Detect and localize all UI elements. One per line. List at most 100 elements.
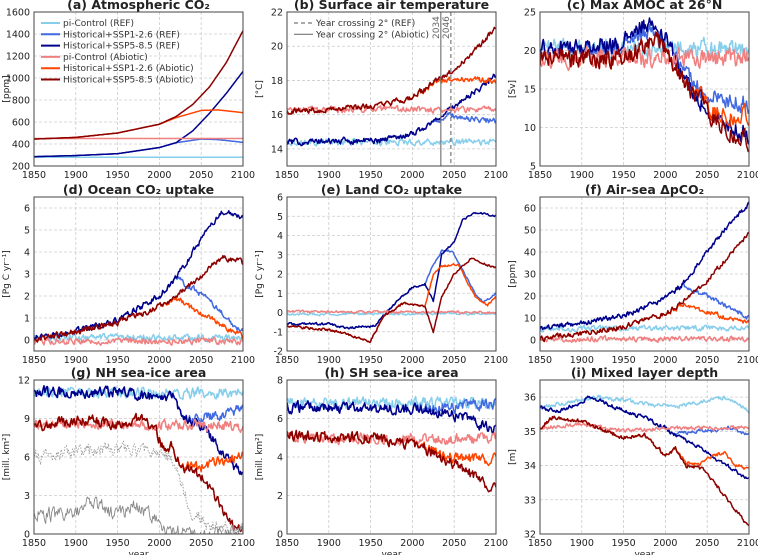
x-tick-label: 2100 <box>737 538 758 549</box>
x-tick-label: 2050 <box>695 538 719 549</box>
series-line-historical-ssp5-8-5-abiotic- <box>540 31 749 153</box>
y-tick-label: 32 <box>524 530 536 541</box>
panel-title: (f) Air-sea ΔpCO₂ <box>585 182 704 197</box>
y-tick-label: 18 <box>271 76 283 87</box>
series-group <box>34 210 243 346</box>
y-axis-label: [mill. km²] <box>2 434 12 481</box>
series-line-historical-ssp5-8-5-ref- <box>287 73 496 147</box>
x-tick-label: 1900 <box>570 170 594 181</box>
series-group <box>34 30 243 158</box>
x-tick-label: 2100 <box>231 170 255 181</box>
panel-title: (d) Ocean CO₂ uptake <box>63 182 214 197</box>
y-tick-label: 40 <box>524 248 536 259</box>
y-tick-label: 3 <box>24 491 30 502</box>
x-tick-label: 2000 <box>400 170 424 181</box>
y-tick-label: 4 <box>277 231 283 242</box>
y-tick-label: 4 <box>24 248 30 259</box>
panel-title: (a) Atmospheric CO₂ <box>67 0 210 12</box>
series-line-historical-ssp5-8-5-ref- <box>34 70 243 158</box>
series-line-historical-ssp5-8-5-abiotic- <box>540 231 749 343</box>
series-line-historical-ssp1-2-6-ref- <box>540 24 749 115</box>
legend: pi-Control (REF)Historical+SSP1-2.6 (REF… <box>41 19 194 86</box>
y-tick-label: 0 <box>24 530 30 541</box>
y-tick-label: 14 <box>271 144 283 155</box>
y-tick-label: 20 <box>524 292 536 303</box>
x-tick-label: 1850 <box>22 170 46 181</box>
y-tick-label: 1400 <box>6 30 30 41</box>
panel-f: 1850 1900 1950 2000 2050 2100 0 10 20 30 40 50 60 (f)… <box>508 182 758 366</box>
y-tick-label: 6 <box>24 453 30 464</box>
legend: Year crossing 2° (REF)Year crossing 2° (… <box>294 19 429 40</box>
panel-title: (c) Max AMOC at 26°N <box>567 0 723 12</box>
x-tick-label: 1850 <box>22 538 46 549</box>
x-tick-label: 2050 <box>189 538 213 549</box>
series-line-historical-ssp5-8-5-abiotic- <box>540 415 749 527</box>
panel-i: 1850 1900 1950 2000 2050 2100 32 33 34 35 36 (i) Mi… <box>508 365 758 555</box>
x-tick-label: 1950 <box>612 538 636 549</box>
y-tick-label: 200 <box>12 162 30 173</box>
y-tick-label: 15 <box>524 85 536 96</box>
panel-c: 1850 1900 1950 2000 2050 2100 5 10 15 20 25 (c) Max… <box>508 0 758 181</box>
y-tick-label: 3 <box>277 250 283 261</box>
y-tick-label: 6 <box>277 414 283 425</box>
x-tick-label: 2000 <box>653 355 677 366</box>
y-tick-label: 30 <box>524 270 536 281</box>
y-tick-label: 5 <box>24 226 30 237</box>
series-line-pi-control-abiotic- <box>540 422 749 433</box>
series-line-historical-ssp1-2-6-ref- <box>34 275 243 341</box>
series-line-pi-control-abiotic- <box>287 309 496 315</box>
x-tick-label: 2000 <box>147 170 171 181</box>
y-tick-label: 50 <box>524 226 536 237</box>
y-tick-label: 0 <box>530 336 536 347</box>
series-group <box>540 394 749 527</box>
x-tick-label: 2100 <box>484 170 508 181</box>
x-tick-label: 1850 <box>528 538 552 549</box>
x-tick-label: 1850 <box>275 355 299 366</box>
series-line-pi-control-abiotic- <box>34 336 243 346</box>
series-group <box>540 17 749 153</box>
x-tick-label: 1850 <box>22 355 46 366</box>
x-tick-label: 1900 <box>317 355 341 366</box>
x-tick-label: 2100 <box>484 355 508 366</box>
y-tick-label: 3 <box>24 270 30 281</box>
panel-d: 1850 1900 1950 2000 2050 2100 0 1 2 3 4 5 6 (d) Ocean… <box>2 182 255 366</box>
vline-label: 2034 <box>432 16 442 39</box>
y-tick-label: 6 <box>24 204 30 215</box>
legend-entry: Historical+SSP5-8.5 (Abiotic) <box>63 76 194 86</box>
y-tick-label: 1600 <box>6 8 30 19</box>
series-line-historical-ssp5-8-5-ref- <box>287 399 496 436</box>
x-tick-label: 2050 <box>442 538 466 549</box>
panel-title: (e) Land CO₂ uptake <box>321 182 462 197</box>
x-tick-label: 1950 <box>359 355 383 366</box>
x-tick-label: 2050 <box>189 355 213 366</box>
y-tick-label: 9 <box>24 414 30 425</box>
y-tick-label: 600 <box>12 118 30 129</box>
y-tick-label: 20 <box>271 42 283 53</box>
series-line-historical-ssp1-2-6-ref- <box>34 138 243 158</box>
series-line-historical-ssp5-8-5-ref- <box>540 201 749 331</box>
x-tick-label: 1900 <box>570 538 594 549</box>
panel-g: 1850 1900 1950 2000 2050 2100 0 3 6 9 12 (g) NH sea… <box>2 365 255 555</box>
axes-frame <box>286 11 497 167</box>
y-tick-label: 10 <box>524 123 536 134</box>
panel-h: 1850 1900 1950 2000 2050 2100 0 2 4 6 8 (h) SH sea-… <box>255 365 508 555</box>
series-group <box>540 201 749 344</box>
x-axis-label: year <box>381 550 401 555</box>
panel-title: (i) Mixed layer depth <box>571 365 718 380</box>
x-tick-label: 2100 <box>737 355 758 366</box>
y-tick-label: 25 <box>524 8 536 19</box>
x-tick-label: 1950 <box>612 170 636 181</box>
y-tick-label: 1 <box>277 289 283 300</box>
x-tick-label: 2050 <box>695 355 719 366</box>
y-tick-label: 6 <box>277 193 283 204</box>
x-tick-label: 1900 <box>317 170 341 181</box>
x-tick-label: 2000 <box>400 355 424 366</box>
axes-frame <box>33 11 244 167</box>
y-tick-label: 16 <box>271 110 283 121</box>
y-axis-label: [ppm] <box>2 75 12 102</box>
y-tick-label: 20 <box>524 46 536 57</box>
y-tick-label: 1200 <box>6 52 30 63</box>
y-tick-label: 4 <box>277 453 283 464</box>
axes-frame <box>539 196 750 352</box>
